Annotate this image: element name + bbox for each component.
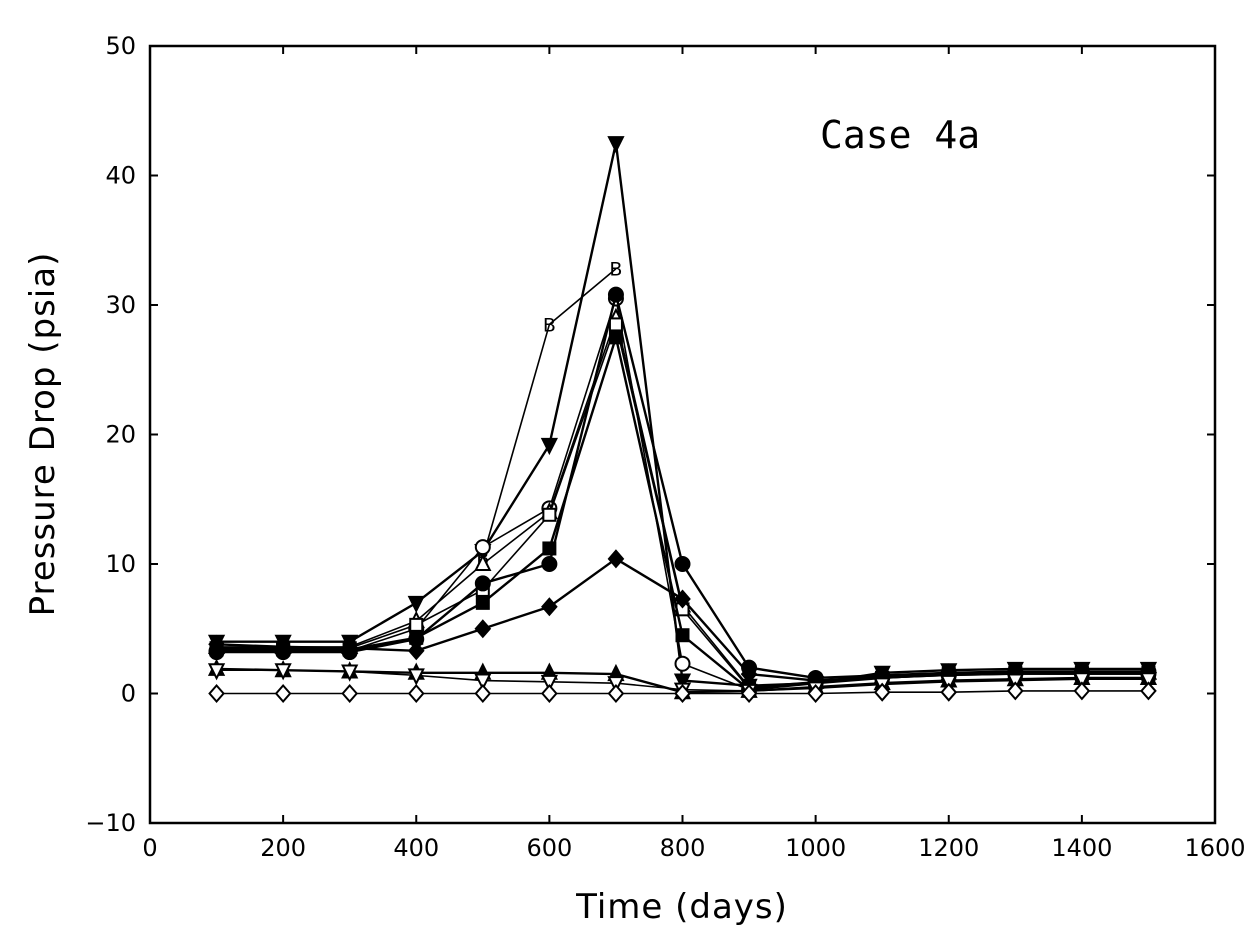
y-tick-label: 40 [105, 162, 136, 190]
data-point [1139, 672, 1158, 690]
data-point [474, 539, 491, 556]
y-tick-label: 0 [121, 680, 136, 708]
x-tick-label: 1000 [785, 834, 846, 862]
data-point [207, 663, 226, 681]
x-tick-label: 800 [660, 834, 706, 862]
data-point [407, 668, 425, 686]
data-point [274, 663, 292, 681]
data-point [208, 683, 225, 704]
data-point [542, 541, 557, 556]
data-point [1006, 681, 1024, 701]
data-point [541, 683, 558, 704]
x-tick-label: 1600 [1184, 834, 1245, 862]
data-point [608, 317, 623, 332]
data-point [407, 641, 425, 661]
data-point [674, 655, 691, 672]
axis-ticks: 0 200 400 600 800 1000 1200 1400 1600−1001020304… [85, 32, 1245, 862]
y-tick-label: 30 [105, 291, 136, 319]
data-point [540, 437, 558, 456]
x-axis-label: Time (days) [575, 887, 788, 927]
data-point [474, 673, 492, 691]
data-point-letter: B [609, 259, 622, 281]
x-tick-label: 600 [526, 834, 572, 862]
data-point [807, 683, 824, 704]
data-point [873, 682, 891, 702]
data-point [674, 556, 691, 572]
data-point [1073, 672, 1091, 690]
data-point [673, 673, 692, 691]
data-point [475, 595, 490, 610]
series-11 [208, 681, 1157, 704]
x-tick-label: 400 [393, 834, 439, 862]
series-6 [208, 286, 1157, 686]
data-point [740, 683, 758, 704]
series-layer: BBB [207, 136, 1158, 704]
y-tick-label: 20 [105, 421, 136, 449]
data-point [1140, 681, 1157, 701]
plot-frame [148, 44, 1217, 825]
data-point [674, 683, 691, 704]
data-point [940, 682, 958, 702]
data-point [407, 683, 425, 704]
data-point [607, 286, 624, 303]
data-point [608, 330, 623, 345]
data-point [341, 664, 359, 682]
data-point [1073, 681, 1091, 701]
y-tick-label: −10 [85, 809, 136, 837]
data-point [208, 634, 225, 654]
y-tick-label: 10 [105, 550, 136, 578]
data-point [542, 507, 557, 522]
data-point [407, 595, 425, 614]
data-point [607, 683, 625, 704]
data-point [541, 597, 558, 617]
series-line [216, 293, 1149, 680]
x-tick-label: 1400 [1051, 834, 1112, 862]
x-tick-label: 1200 [918, 834, 979, 862]
data-point [474, 575, 491, 592]
data-point [607, 549, 625, 569]
x-tick-label: 200 [260, 834, 306, 862]
data-point-letter: B [543, 314, 556, 336]
data-point [474, 553, 492, 571]
data-point [541, 556, 558, 572]
x-tick-label: 0 [142, 834, 157, 862]
data-point [474, 683, 492, 704]
data-point [540, 674, 558, 693]
data-point [675, 628, 690, 643]
y-axis-label: Pressure Drop (psia) [23, 252, 63, 617]
data-point [474, 619, 492, 639]
data-point [274, 683, 292, 704]
data-point [607, 136, 625, 154]
chart-annotation: Case 4a [820, 113, 980, 157]
series-2: BBB [476, 259, 622, 570]
data-point [409, 617, 424, 632]
data-point [274, 637, 292, 657]
y-tick-label: 50 [105, 32, 136, 60]
data-point [341, 638, 359, 658]
data-point [674, 589, 691, 609]
data-point [341, 683, 359, 704]
series-line [482, 268, 617, 558]
